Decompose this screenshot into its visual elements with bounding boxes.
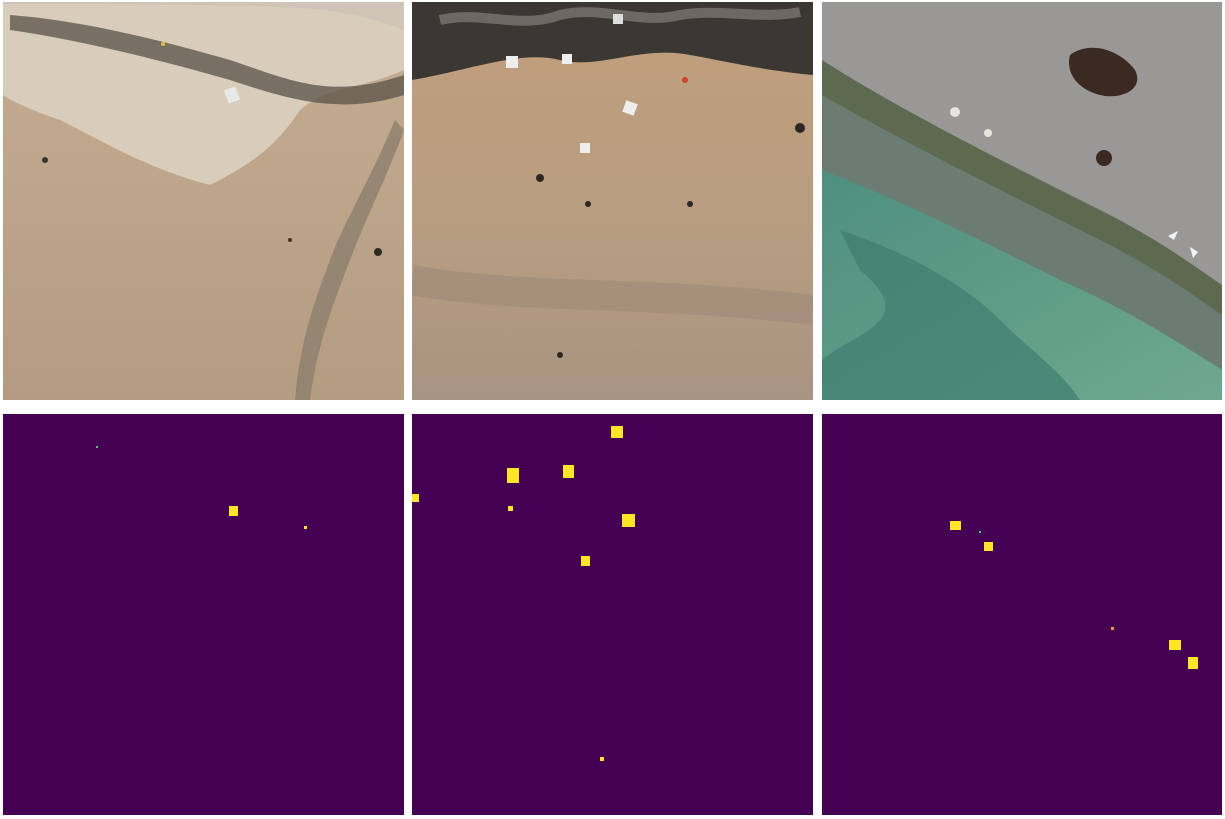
mask-2 [412, 414, 813, 815]
aerial-photo-2 [412, 2, 813, 400]
aerial-photo-3 [822, 2, 1222, 400]
aerial-photo-1 [3, 2, 404, 400]
mask-1 [3, 414, 404, 815]
mask-3 [822, 414, 1222, 815]
